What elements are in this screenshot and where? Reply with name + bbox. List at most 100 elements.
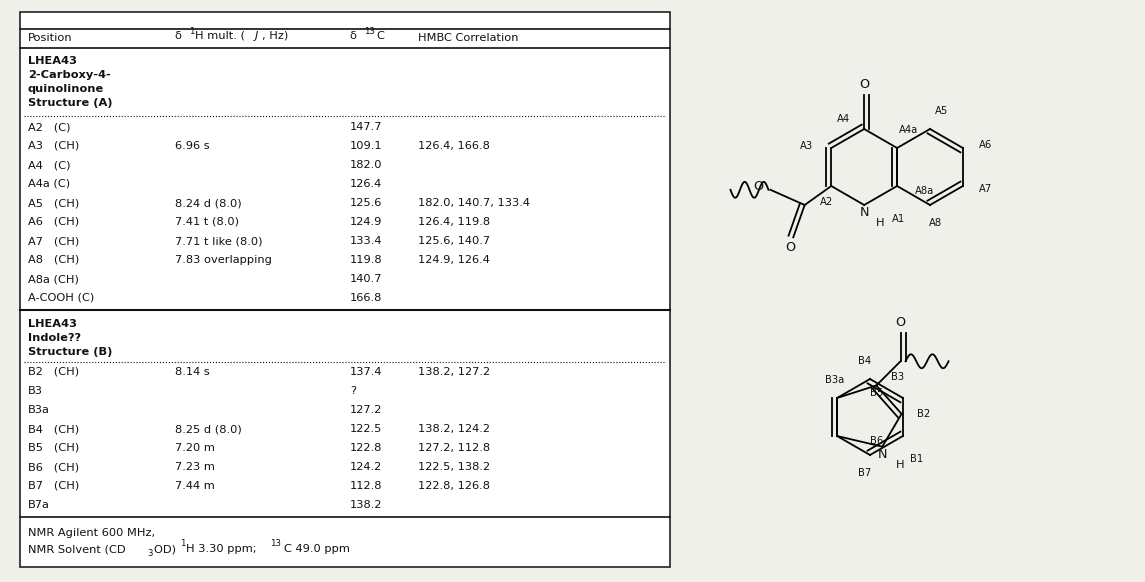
- Text: 112.8: 112.8: [350, 481, 382, 491]
- Text: A2: A2: [820, 197, 832, 207]
- Text: B3: B3: [27, 386, 44, 396]
- Text: A-COOH (C): A-COOH (C): [27, 293, 94, 303]
- Text: 7.83 overlapping: 7.83 overlapping: [175, 255, 271, 265]
- Text: 122.8: 122.8: [350, 443, 382, 453]
- Text: H: H: [897, 460, 905, 470]
- Text: 140.7: 140.7: [350, 274, 382, 284]
- Text: B7: B7: [859, 468, 871, 478]
- Text: LHEA43: LHEA43: [27, 319, 77, 329]
- Text: 126.4, 166.8: 126.4, 166.8: [418, 141, 490, 151]
- Text: 119.8: 119.8: [350, 255, 382, 265]
- Text: 8.14 s: 8.14 s: [175, 367, 210, 377]
- Text: HMBC Correlation: HMBC Correlation: [418, 33, 519, 43]
- Text: B3a: B3a: [826, 375, 845, 385]
- Text: 127.2, 112.8: 127.2, 112.8: [418, 443, 490, 453]
- Text: A8: A8: [929, 218, 941, 228]
- Text: A7   (CH): A7 (CH): [27, 236, 79, 246]
- Text: NMR Solvent (CD: NMR Solvent (CD: [27, 544, 126, 554]
- Text: quinolinone: quinolinone: [27, 84, 104, 94]
- Text: B3: B3: [891, 372, 905, 382]
- Text: OD): OD): [153, 544, 180, 554]
- Text: 182.0, 140.7, 133.4: 182.0, 140.7, 133.4: [418, 198, 530, 208]
- Text: B3a: B3a: [27, 405, 50, 415]
- Text: O: O: [895, 316, 906, 329]
- Text: 138.2: 138.2: [350, 500, 382, 510]
- Text: A3: A3: [800, 141, 813, 151]
- Text: N: N: [860, 207, 869, 219]
- Text: B4: B4: [859, 356, 871, 366]
- Text: 122.5, 138.2: 122.5, 138.2: [418, 462, 490, 472]
- Text: A3   (CH): A3 (CH): [27, 141, 79, 151]
- Text: 2-Carboxy-4-: 2-Carboxy-4-: [27, 70, 111, 80]
- Text: B5: B5: [870, 388, 883, 398]
- Text: 8.24 d (8.0): 8.24 d (8.0): [175, 198, 242, 208]
- Text: LHEA43: LHEA43: [27, 56, 77, 66]
- Text: NMR Agilent 600 MHz,: NMR Agilent 600 MHz,: [27, 528, 155, 538]
- Text: B7a: B7a: [27, 500, 50, 510]
- Text: C 49.0 ppm: C 49.0 ppm: [284, 544, 350, 554]
- Text: B2: B2: [916, 409, 930, 419]
- Text: A6   (CH): A6 (CH): [27, 217, 79, 227]
- Text: A2   (C): A2 (C): [27, 122, 71, 132]
- Text: δ: δ: [175, 31, 185, 41]
- Text: A4a: A4a: [899, 125, 918, 135]
- Text: 1: 1: [189, 27, 195, 37]
- Text: B6: B6: [870, 436, 883, 446]
- Text: A8a: A8a: [915, 186, 934, 196]
- Text: A7: A7: [979, 184, 993, 194]
- Text: 3: 3: [147, 548, 152, 558]
- Text: 126.4, 119.8: 126.4, 119.8: [418, 217, 490, 227]
- Text: B5   (CH): B5 (CH): [27, 443, 79, 453]
- Text: 122.5: 122.5: [350, 424, 382, 434]
- Text: H mult. (: H mult. (: [195, 31, 245, 41]
- Text: Position: Position: [27, 33, 72, 43]
- Text: A4   (C): A4 (C): [27, 160, 71, 170]
- Text: 13: 13: [364, 27, 376, 37]
- Text: Structure (A): Structure (A): [27, 98, 112, 108]
- Text: 125.6: 125.6: [350, 198, 382, 208]
- Text: A4: A4: [837, 114, 851, 124]
- Text: O: O: [753, 180, 764, 193]
- Text: Structure (B): Structure (B): [27, 347, 112, 357]
- Text: 7.44 m: 7.44 m: [175, 481, 215, 491]
- Text: 127.2: 127.2: [350, 405, 382, 415]
- Text: 122.8, 126.8: 122.8, 126.8: [418, 481, 490, 491]
- Text: 8.25 d (8.0): 8.25 d (8.0): [175, 424, 242, 434]
- Text: B4   (CH): B4 (CH): [27, 424, 79, 434]
- Text: N: N: [877, 448, 887, 461]
- Text: B6   (CH): B6 (CH): [27, 462, 79, 472]
- Text: 133.4: 133.4: [350, 236, 382, 246]
- Text: B2   (CH): B2 (CH): [27, 367, 79, 377]
- Text: 1: 1: [180, 540, 185, 548]
- Text: 125.6, 140.7: 125.6, 140.7: [418, 236, 490, 246]
- Text: , Hz): , Hz): [262, 31, 289, 41]
- Text: A6: A6: [979, 140, 993, 150]
- Text: δ: δ: [350, 31, 361, 41]
- Text: 126.4: 126.4: [350, 179, 382, 189]
- Text: 6.96 s: 6.96 s: [175, 141, 210, 151]
- Text: 182.0: 182.0: [350, 160, 382, 170]
- Text: 7.23 m: 7.23 m: [175, 462, 215, 472]
- Text: ?: ?: [350, 386, 356, 396]
- Text: Indole??: Indole??: [27, 333, 81, 343]
- Text: 166.8: 166.8: [350, 293, 382, 303]
- Text: B7   (CH): B7 (CH): [27, 481, 79, 491]
- Text: A8a (CH): A8a (CH): [27, 274, 79, 284]
- Text: A5: A5: [935, 106, 948, 116]
- Text: 7.41 t (8.0): 7.41 t (8.0): [175, 217, 239, 227]
- Text: B1: B1: [910, 453, 924, 464]
- Text: C: C: [376, 31, 384, 41]
- Text: O: O: [785, 241, 796, 254]
- Text: H: H: [876, 218, 885, 228]
- Text: 13: 13: [270, 540, 281, 548]
- Text: 124.9, 126.4: 124.9, 126.4: [418, 255, 490, 265]
- FancyBboxPatch shape: [19, 12, 670, 567]
- Text: 124.9: 124.9: [350, 217, 382, 227]
- Text: 7.20 m: 7.20 m: [175, 443, 215, 453]
- Text: A8   (CH): A8 (CH): [27, 255, 79, 265]
- Text: O: O: [859, 79, 869, 91]
- Text: 138.2, 124.2: 138.2, 124.2: [418, 424, 490, 434]
- Text: H 3.30 ppm;: H 3.30 ppm;: [185, 544, 260, 554]
- Text: 7.71 t like (8.0): 7.71 t like (8.0): [175, 236, 262, 246]
- Text: A4a (C): A4a (C): [27, 179, 70, 189]
